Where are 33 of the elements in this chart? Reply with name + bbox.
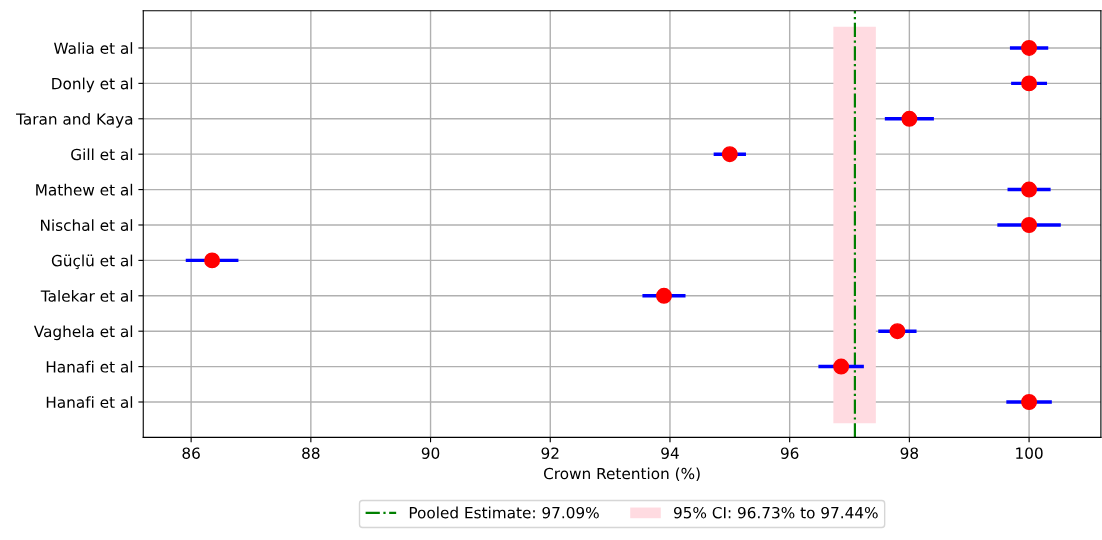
point — [1021, 394, 1038, 410]
y-tick-label: Hanafi et al — [46, 396, 133, 409]
y-tick-label: Mathew et al — [36, 183, 133, 196]
point — [901, 110, 918, 127]
x-tick-label: 96 — [780, 447, 799, 459]
x-tick-label: 86 — [182, 447, 200, 459]
x-tick-label: 100 — [1016, 447, 1043, 459]
y-tick-label: Güçlü et al — [51, 254, 133, 270]
point — [721, 146, 738, 163]
y-tick-label: Gill et al — [71, 148, 133, 161]
point — [889, 323, 906, 340]
point — [1021, 181, 1038, 198]
point — [1021, 217, 1038, 233]
point — [1021, 75, 1038, 92]
y-tick-label: Talekar et al — [40, 289, 133, 302]
y-tick-label: Nischal et al — [41, 219, 133, 232]
x-tick-label: 90 — [421, 447, 440, 459]
x-tick-label: 92 — [541, 447, 559, 459]
point — [833, 358, 850, 375]
y-tick-label: Taran and Kaya — [16, 112, 133, 128]
y-tick-label: Donly et al — [52, 77, 133, 93]
x-tick-label: 94 — [661, 447, 679, 459]
x-tick-label: 98 — [900, 447, 919, 459]
point — [655, 287, 672, 304]
x-tick-label: 88 — [302, 447, 320, 459]
y-tick-label: Walia et al — [53, 42, 133, 54]
x-axis-title: Crown Retention (%) — [543, 467, 700, 482]
y-tick-label: Vaghela et al — [33, 325, 133, 341]
legend-label: Pooled Estimate: 97.09% — [409, 506, 599, 519]
point — [204, 252, 221, 269]
point — [1021, 39, 1038, 56]
y-tick-label: Hanafi et al — [46, 360, 133, 373]
legend-label: 95% CI: 96.73% to 97.44% — [673, 506, 878, 519]
